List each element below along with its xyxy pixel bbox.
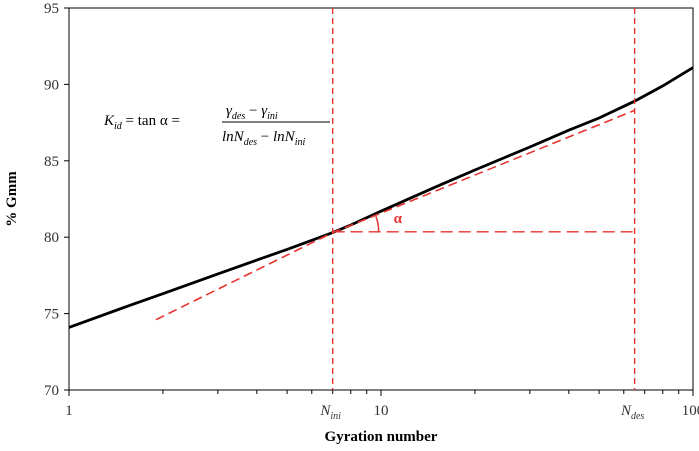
x-marker-base: N xyxy=(620,403,632,419)
y-tick-label: 75 xyxy=(44,307,59,323)
formula-den-a-sub: des xyxy=(244,137,257,148)
x-tick-label: 10 xyxy=(374,403,389,419)
formula-lhs: Kid = tan α = xyxy=(103,113,180,132)
x-marker-sub: des xyxy=(631,411,644,422)
formula-den-b: lnN xyxy=(273,129,296,145)
x-marker-label: Ndes xyxy=(620,403,644,422)
formula-num-b: γ xyxy=(261,103,268,119)
y-tick-label: 85 xyxy=(44,154,59,170)
x-marker-base: N xyxy=(319,403,331,419)
plot-frame xyxy=(68,7,694,391)
x-marker-label: Nini xyxy=(319,403,341,422)
angle-arc xyxy=(375,215,380,232)
formula-lhs-sub: id xyxy=(114,121,123,132)
series-group xyxy=(68,66,694,329)
formula-num-minus: − xyxy=(245,103,261,119)
formula-num-a-sub: des xyxy=(232,111,245,122)
formula-num-a: γ xyxy=(226,103,233,119)
y-axis-title: % Gmm xyxy=(4,171,20,227)
gmm-curve-line xyxy=(68,66,694,329)
angle-label: α xyxy=(394,211,403,227)
formula-equals: = tan α = xyxy=(122,113,180,129)
y-tick-label: 90 xyxy=(44,77,59,93)
x-axis-title: Gyration number xyxy=(325,429,438,445)
formula-numerator: γdes − γini xyxy=(226,103,278,122)
formula-den-b-sub: ini xyxy=(295,137,306,148)
formula-denominator: lnNdes − lnNini xyxy=(222,129,305,148)
y-tick-label: 70 xyxy=(44,383,59,399)
x-tick-label: 1 xyxy=(65,403,73,419)
formula-den-a: lnN xyxy=(222,129,245,145)
kid-formula: Kid = tan α = γdes − γini lnNdes − lnNin… xyxy=(103,103,330,148)
x-marker-sub: ini xyxy=(330,411,341,422)
axes xyxy=(64,7,694,396)
tick-labels: 707580859095110100NiniNdes xyxy=(44,1,699,422)
formula-den-minus: − xyxy=(257,129,273,145)
reference-lines xyxy=(331,8,636,390)
y-tick-label: 95 xyxy=(44,1,59,17)
x-tick-label: 100 xyxy=(682,403,699,419)
y-tick-label: 80 xyxy=(44,230,59,246)
formula-num-b-sub: ini xyxy=(267,111,278,122)
formula-lhs-base: K xyxy=(103,113,115,129)
